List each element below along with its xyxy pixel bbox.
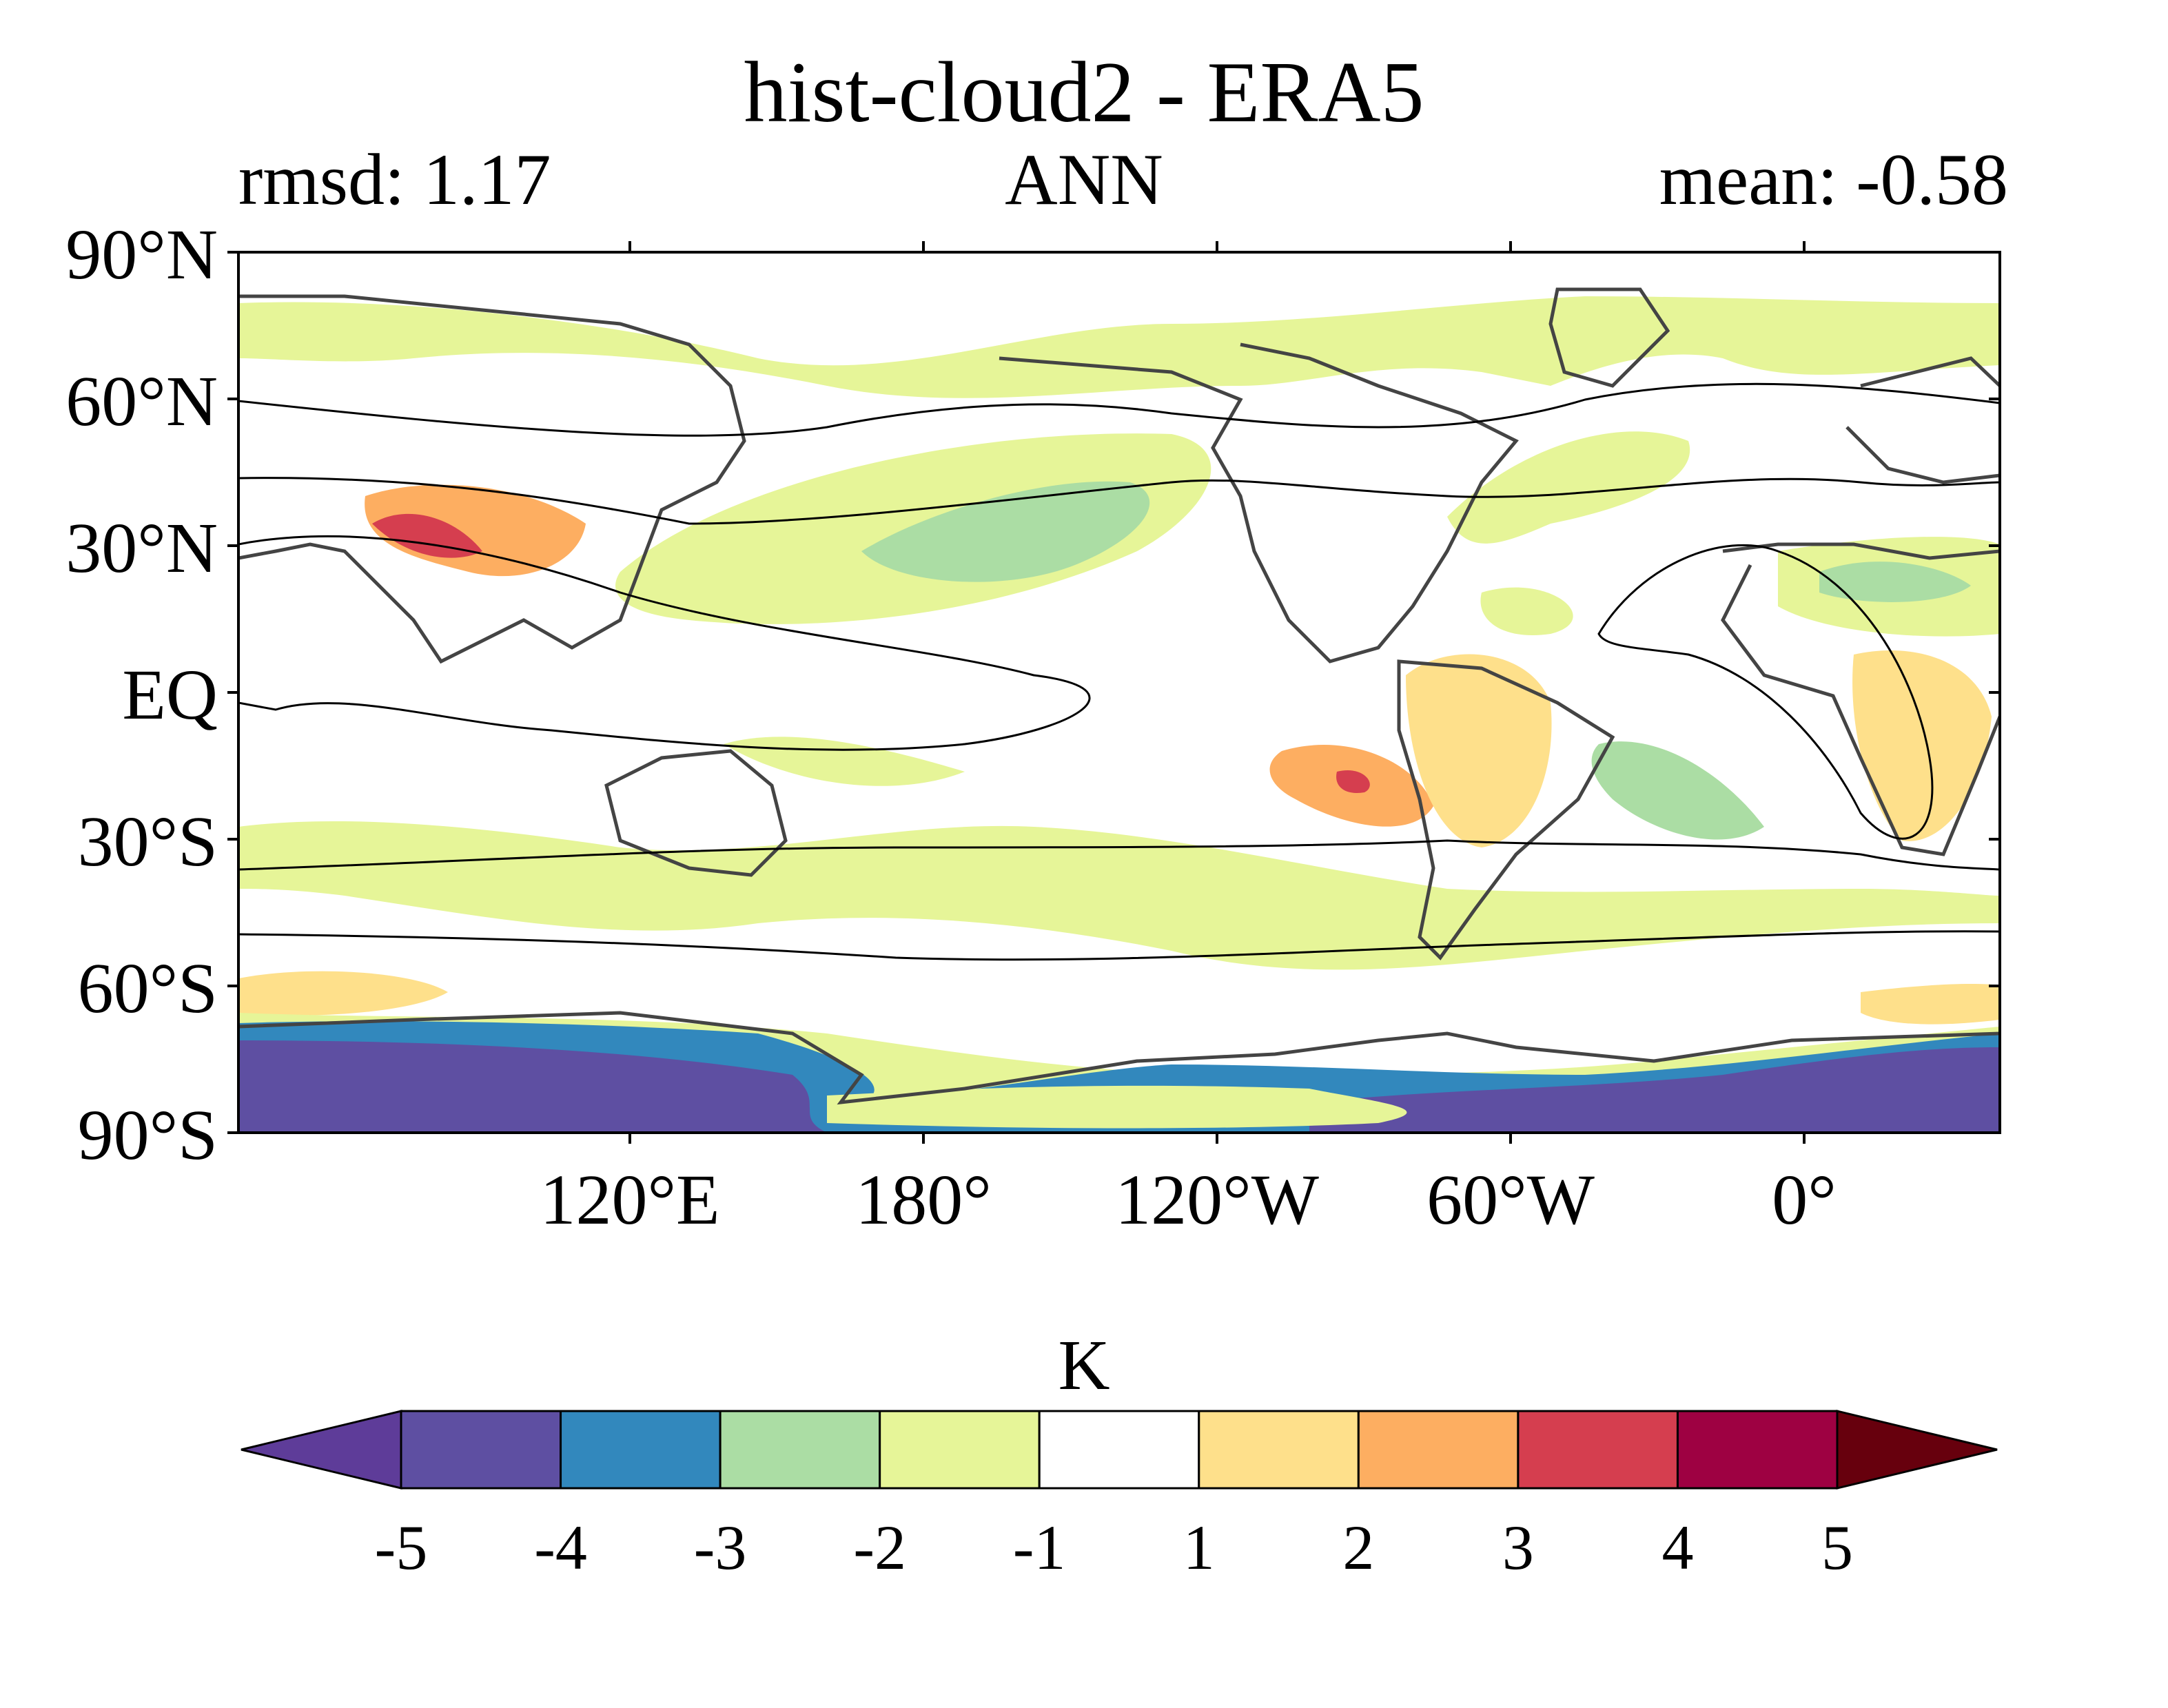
- map-title: hist-cloud2 - ERA5: [744, 45, 1424, 141]
- lat-label-60s: 60°S: [77, 949, 218, 1028]
- colorbar-bin: [1676, 1410, 1839, 1490]
- lat-label-eq: EQ: [122, 655, 218, 734]
- colorbar-bin: [1517, 1410, 1679, 1490]
- reference-contours: [238, 382, 2000, 961]
- colorbar-tick-label: -5: [374, 1512, 428, 1583]
- colorbar-tick-label: -2: [853, 1512, 906, 1583]
- lon-label-0: 0°: [1772, 1160, 1837, 1239]
- lat-label-60n: 60°N: [65, 362, 218, 441]
- colorbar: [241, 1410, 1998, 1490]
- colorbar-bin: [719, 1410, 881, 1490]
- colorbar-bin: [1198, 1410, 1360, 1490]
- colorbar-bin: [560, 1410, 722, 1490]
- rmsd-label: rmsd: 1.17: [238, 139, 551, 220]
- lat-label-90s: 90°S: [77, 1095, 218, 1175]
- lat-label-90n: 90°N: [65, 215, 218, 294]
- lon-label-180: 180°: [855, 1160, 992, 1239]
- colorbar-tick-label: -1: [1012, 1512, 1066, 1583]
- colorbar-bin: [879, 1410, 1041, 1490]
- lat-label-30s: 30°S: [77, 802, 218, 881]
- colorbar-bin: [400, 1410, 562, 1490]
- colorbar-tick-label: 1: [1183, 1512, 1215, 1583]
- anomaly-field: [238, 252, 2000, 1133]
- season-label: ANN: [1005, 139, 1163, 220]
- lat-label-30n: 30°N: [65, 508, 218, 588]
- colorbar-extend-low: [241, 1410, 402, 1490]
- colorbar-tick-label: 3: [1502, 1512, 1534, 1583]
- lon-label-60w: 60°W: [1426, 1160, 1595, 1239]
- colorbar-tick-label: -4: [534, 1512, 587, 1583]
- colorbar-tick-label: 5: [1821, 1512, 1853, 1583]
- coastlines: [238, 287, 2000, 1105]
- colorbar-tick-label: 2: [1342, 1512, 1375, 1583]
- colorbar-tick-label: -3: [693, 1512, 747, 1583]
- colorbar-extend-high: [1836, 1410, 1998, 1490]
- colorbar-bin: [1357, 1410, 1520, 1490]
- colorbar-units: K: [1058, 1326, 1110, 1405]
- lon-label-120e: 120°E: [540, 1160, 720, 1239]
- colorbar-tick-label: 4: [1661, 1512, 1694, 1583]
- mean-label: mean: -0.58: [1659, 139, 2008, 220]
- lon-label-120w: 120°W: [1115, 1160, 1319, 1239]
- axis-ticks: [227, 241, 2000, 1144]
- colorbar-bin: [1038, 1410, 1200, 1490]
